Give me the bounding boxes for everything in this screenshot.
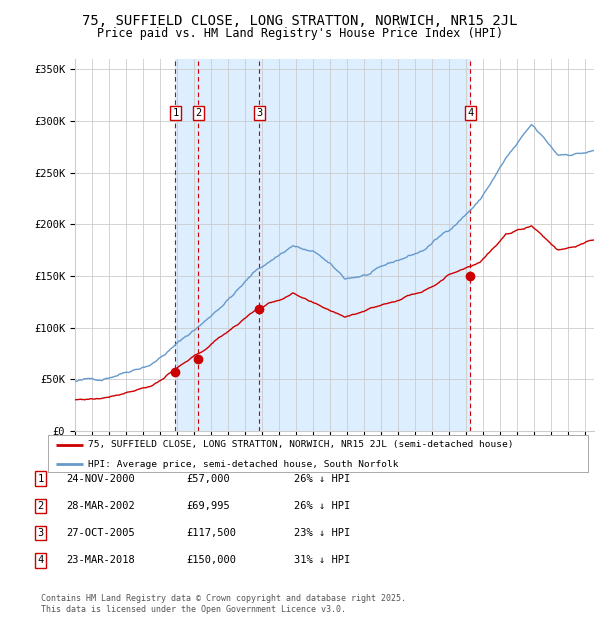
Text: 1: 1 — [172, 108, 179, 118]
Text: 3: 3 — [256, 108, 262, 118]
Text: £150,000: £150,000 — [186, 556, 236, 565]
Text: 2: 2 — [38, 501, 44, 511]
Text: 4: 4 — [467, 108, 473, 118]
Text: 23-MAR-2018: 23-MAR-2018 — [66, 556, 135, 565]
Text: £57,000: £57,000 — [186, 474, 230, 484]
Text: 3: 3 — [38, 528, 44, 538]
Text: 26% ↓ HPI: 26% ↓ HPI — [294, 474, 350, 484]
Text: 75, SUFFIELD CLOSE, LONG STRATTON, NORWICH, NR15 2JL: 75, SUFFIELD CLOSE, LONG STRATTON, NORWI… — [82, 14, 518, 28]
Text: £69,995: £69,995 — [186, 501, 230, 511]
Text: 31% ↓ HPI: 31% ↓ HPI — [294, 556, 350, 565]
Text: HPI: Average price, semi-detached house, South Norfolk: HPI: Average price, semi-detached house,… — [89, 460, 399, 469]
Text: £117,500: £117,500 — [186, 528, 236, 538]
Text: 28-MAR-2002: 28-MAR-2002 — [66, 501, 135, 511]
Text: 24-NOV-2000: 24-NOV-2000 — [66, 474, 135, 484]
Text: 2: 2 — [195, 108, 202, 118]
Bar — [175, 59, 470, 431]
Text: Price paid vs. HM Land Registry's House Price Index (HPI): Price paid vs. HM Land Registry's House … — [97, 27, 503, 40]
Text: Contains HM Land Registry data © Crown copyright and database right 2025.
This d: Contains HM Land Registry data © Crown c… — [41, 595, 406, 614]
Text: 27-OCT-2005: 27-OCT-2005 — [66, 528, 135, 538]
Text: 4: 4 — [38, 556, 44, 565]
Text: 75, SUFFIELD CLOSE, LONG STRATTON, NORWICH, NR15 2JL (semi-detached house): 75, SUFFIELD CLOSE, LONG STRATTON, NORWI… — [89, 440, 514, 449]
Text: 23% ↓ HPI: 23% ↓ HPI — [294, 528, 350, 538]
Text: 26% ↓ HPI: 26% ↓ HPI — [294, 501, 350, 511]
Text: 1: 1 — [38, 474, 44, 484]
